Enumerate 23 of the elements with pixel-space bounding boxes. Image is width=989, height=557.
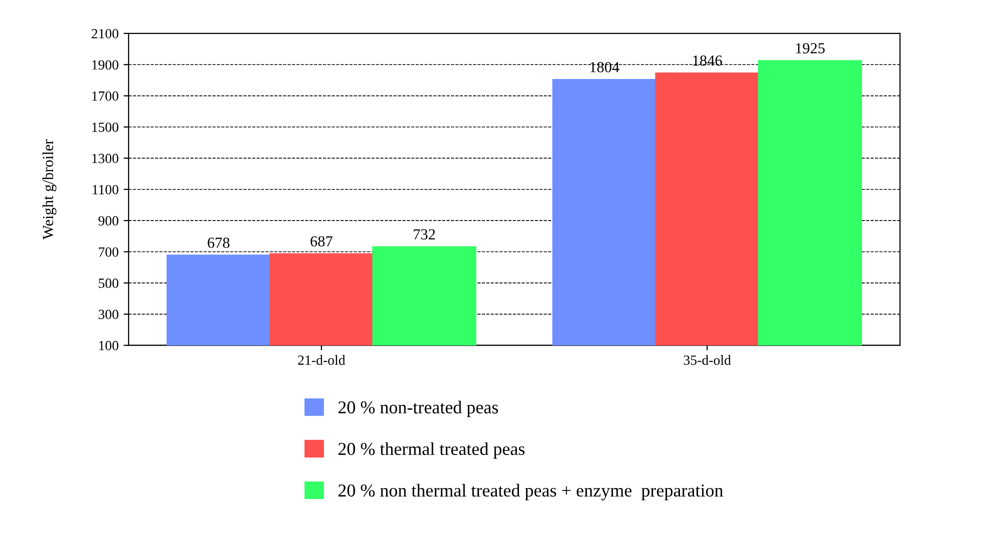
y-tick-label: 300 xyxy=(98,310,118,320)
y-axis-title: Weight g/broiler xyxy=(42,139,56,240)
y-tick-label: 700 xyxy=(98,247,118,257)
y-tick-label: 1500 xyxy=(92,122,118,132)
data-label: 1846 xyxy=(693,55,722,66)
legend-label: 20 % thermal treated peas xyxy=(338,442,525,459)
x-tick-label: 35-d-old xyxy=(684,355,731,365)
data-label: 687 xyxy=(310,236,332,247)
data-label: 732 xyxy=(414,229,435,240)
y-tick-label: 1300 xyxy=(92,154,118,164)
y-tick-label: 2100 xyxy=(92,29,118,38)
data-label: 1925 xyxy=(796,43,825,54)
y-tick-label: 500 xyxy=(98,278,118,288)
y-tick-label: 1700 xyxy=(92,91,118,101)
legend-label: 20 % non thermal treated peas + enzyme preparation xyxy=(338,484,724,500)
y-tick-label: 100 xyxy=(99,340,118,350)
y-tick-label: 900 xyxy=(98,216,118,226)
y-tick-label: 1100 xyxy=(92,184,118,194)
x-tick-label: 21-d-old xyxy=(298,355,346,365)
data-label: 678 xyxy=(208,238,230,248)
data-label: 1804 xyxy=(590,62,620,72)
y-tick-label: 1900 xyxy=(92,60,118,70)
legend-label: 20 % non-treated peas xyxy=(338,400,498,418)
